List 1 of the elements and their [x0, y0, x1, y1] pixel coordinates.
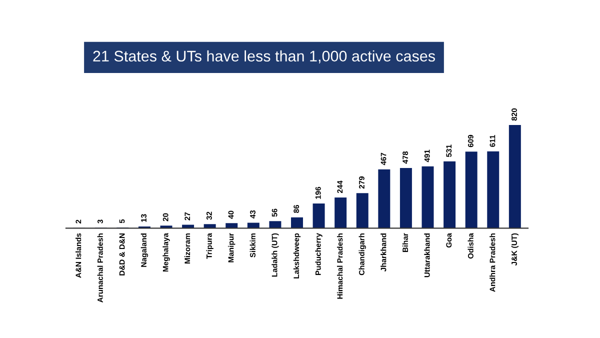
chart-title: 21 States & UTs have less than 1,000 active cases — [93, 50, 435, 64]
